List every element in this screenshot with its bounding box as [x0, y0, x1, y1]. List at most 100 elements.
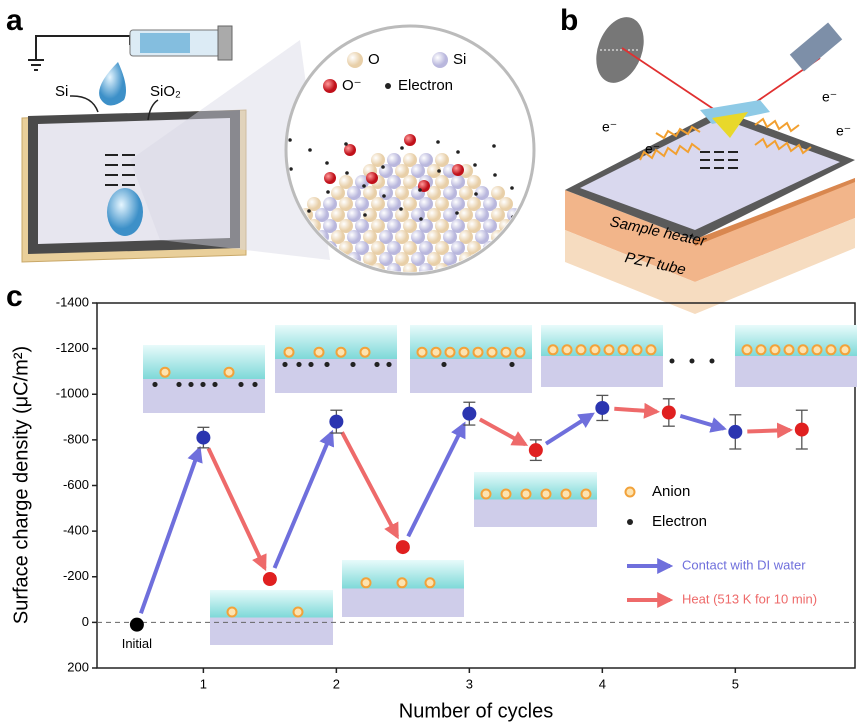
x-tick-label: 5 [732, 676, 739, 691]
inset-anion [743, 345, 752, 354]
inset-anion [582, 490, 591, 499]
inset-anion [771, 345, 780, 354]
data-point [529, 443, 543, 457]
lattice-atom [483, 263, 497, 277]
inset-substrate [342, 589, 464, 618]
legend-label: Contact with DI water [682, 557, 806, 572]
lattice-atom [539, 252, 553, 266]
y-tick-label: -1200 [56, 340, 89, 355]
lattice-atom [547, 241, 561, 255]
label-si: Si [55, 83, 68, 100]
y-tick-label: 200 [67, 659, 89, 674]
data-point [462, 407, 476, 421]
legend-label: Anion [652, 483, 690, 500]
inset-anion [502, 490, 511, 499]
inset-substrate [474, 500, 597, 528]
electron-label: e⁻ [602, 119, 617, 135]
inset-electron [350, 362, 355, 367]
lattice-atom [499, 241, 513, 255]
o-minus [344, 144, 356, 156]
lattice-atom [339, 263, 353, 277]
electron [437, 169, 441, 173]
inset-anion [591, 345, 600, 354]
transition-arrow [546, 414, 592, 443]
legend-label: Electron [652, 513, 707, 530]
inset-electron [324, 362, 329, 367]
legend-marker [627, 519, 633, 525]
legend-label: Heat (513 K for 10 min) [682, 591, 817, 606]
inset-anion [502, 348, 511, 357]
electron-label: e⁻ [645, 141, 660, 157]
lattice-atom [507, 230, 521, 244]
lattice-atom [515, 241, 529, 255]
legend-marker [626, 488, 635, 497]
panel-label: a [6, 4, 23, 37]
inset-substrate [735, 356, 857, 387]
inset-anion [619, 345, 628, 354]
lattice-atom [251, 252, 265, 266]
lattice-atom [531, 241, 545, 255]
inset-anion [228, 608, 237, 617]
x-tick-label: 2 [333, 676, 340, 691]
electron [325, 161, 329, 165]
inset-anion [225, 368, 234, 377]
data-point [196, 431, 210, 445]
inset-anion [418, 348, 427, 357]
inset-anion [488, 348, 497, 357]
electron [418, 188, 422, 192]
lattice-atom [267, 252, 281, 266]
inset-electron [188, 382, 193, 387]
lattice-atom [259, 263, 273, 277]
inset-anion [426, 578, 435, 587]
y-tick-label: 0 [82, 614, 89, 629]
inset-anion [757, 345, 766, 354]
inset-electron [200, 382, 205, 387]
lattice-atom [515, 263, 529, 277]
electron [455, 211, 459, 215]
inset-anion [285, 348, 294, 357]
electron [474, 192, 478, 196]
y-tick-label: -600 [63, 477, 89, 492]
lattice-atom [531, 263, 545, 277]
lattice-atom [227, 263, 241, 277]
x-tick-label: 3 [466, 676, 473, 691]
lattice-atom [491, 252, 505, 266]
x-axis-label: Number of cycles [399, 700, 554, 722]
annotation: Initial [122, 636, 152, 651]
electron [307, 209, 311, 213]
lattice-atom [539, 230, 553, 244]
inset-electron [386, 362, 391, 367]
inset-electron [441, 362, 446, 367]
inset-electron [238, 382, 243, 387]
electron [289, 167, 293, 171]
inset-water [474, 472, 597, 500]
label-sio2: SiO₂ [150, 83, 181, 100]
lattice-atom [547, 263, 561, 277]
electron [288, 138, 292, 142]
data-point [662, 406, 676, 420]
x-tick-label: 4 [599, 676, 606, 691]
y-tick-label: -200 [63, 568, 89, 583]
o-minus [366, 172, 378, 184]
panel-a: Si SiO₂ O Si O⁻ Electron [22, 26, 609, 277]
inset-anion [361, 348, 370, 357]
o-minus [324, 172, 336, 184]
inset-electron [509, 362, 514, 367]
inset-substrate [541, 356, 663, 387]
transition-arrow [480, 419, 525, 444]
inset-anion [516, 348, 525, 357]
inset-electron [282, 362, 287, 367]
electron [382, 194, 386, 198]
electron [419, 217, 423, 221]
data-point [728, 425, 742, 439]
inset-anion [563, 345, 572, 354]
lattice-atom [307, 263, 321, 277]
data-point [329, 415, 343, 429]
data-point [795, 423, 809, 437]
inset-water [541, 325, 663, 356]
x-tick-label: 1 [200, 676, 207, 691]
inset-anion [549, 345, 558, 354]
ellipsis-dot [690, 359, 695, 364]
panel-label: c [6, 280, 23, 313]
